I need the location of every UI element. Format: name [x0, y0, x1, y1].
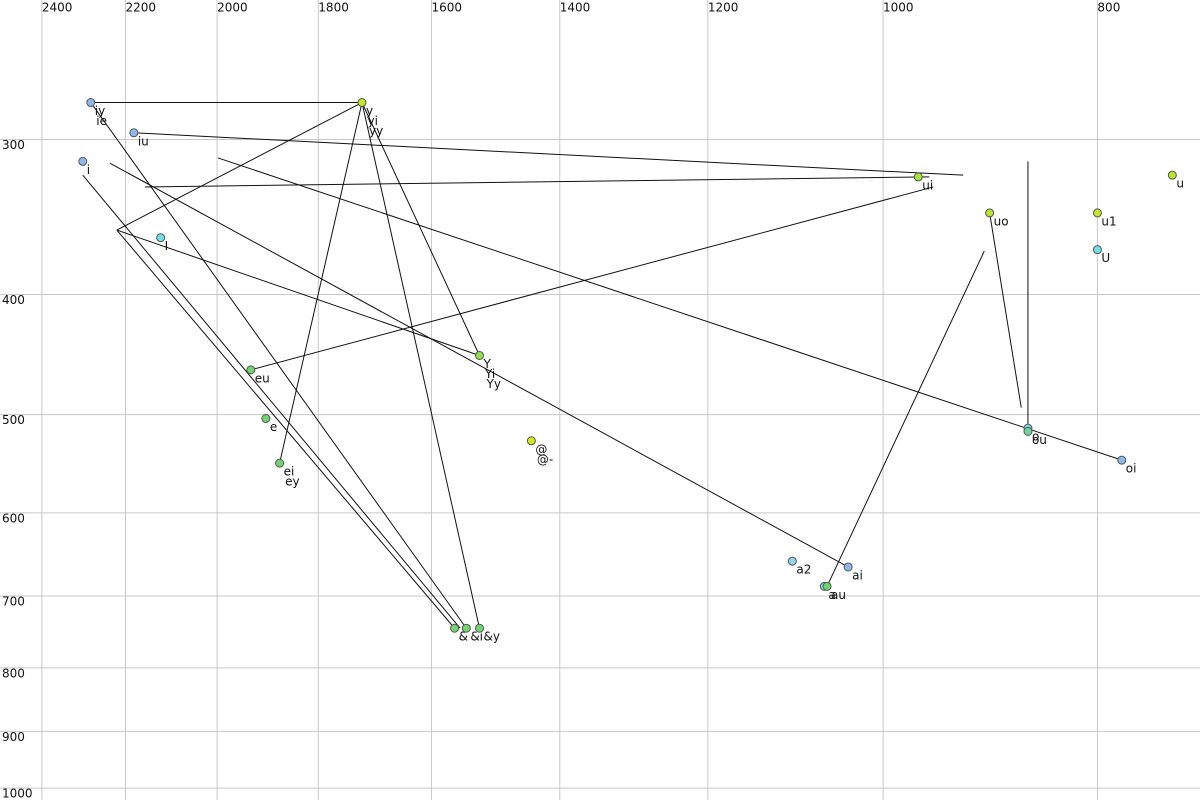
trajectory [144, 176, 930, 188]
vowel-label: uo [994, 214, 1009, 228]
y-tick-label: 600 [2, 511, 25, 525]
vowel-label: Yi [484, 367, 495, 381]
vowel-point [261, 414, 271, 424]
x-tick-label: 1800 [318, 1, 349, 15]
vowel-point [275, 458, 285, 468]
vowel-point [156, 233, 166, 243]
x-tick-label: 2200 [126, 1, 157, 15]
trajectory [361, 102, 480, 356]
vowel-label: u1 [1101, 214, 1116, 228]
y-tick-label: 900 [2, 730, 25, 744]
trajectory [250, 186, 934, 371]
trajectory [116, 102, 363, 231]
trajectory [989, 212, 1022, 408]
vowel-label: e [270, 420, 277, 434]
vowel-point [787, 556, 797, 566]
trajectory [361, 102, 480, 629]
vowel-label: eu [255, 371, 270, 385]
vowel-label: U [1101, 251, 1110, 265]
vowel-point [1023, 426, 1033, 436]
x-tick-label: 1400 [560, 1, 591, 15]
vowel-label: yi [367, 114, 377, 128]
vowel-label: @ [535, 442, 547, 456]
x-tick-label: 2000 [217, 1, 248, 15]
vowel-point [822, 581, 832, 591]
vowel-label: & [459, 630, 468, 644]
vowel-point [450, 623, 460, 633]
y-tick-label: 800 [2, 666, 25, 680]
vowel-label: o [1032, 430, 1039, 444]
y-tick-label: 700 [2, 594, 25, 608]
trajectory [116, 229, 455, 629]
x-tick-label: 1200 [708, 1, 739, 15]
vowel-point [474, 350, 484, 360]
y-tick-label: 500 [2, 413, 25, 427]
vowel-label: ei [284, 465, 295, 479]
y-tick-label: 400 [2, 293, 25, 307]
vowel-label: au [831, 588, 846, 602]
vowel-label: ie [96, 114, 107, 128]
vowel-label: iu [138, 134, 149, 148]
vowel-point [1092, 245, 1102, 255]
x-tick-label: 1600 [431, 1, 462, 15]
vowel-label: ai [852, 568, 863, 582]
vowel-point [526, 436, 536, 446]
vowel-label: I [165, 239, 169, 253]
vowel-label: ou [1032, 433, 1047, 447]
vowel-point [1092, 208, 1102, 218]
vowel-label: y [366, 104, 373, 118]
vowel-label: i [87, 163, 90, 177]
y-tick-label: 300 [2, 138, 25, 152]
vowel-label: yy [369, 124, 383, 138]
vowel-label: ui [922, 178, 933, 192]
vowel-point [985, 208, 995, 218]
vowel-point [78, 156, 88, 166]
trajectory [116, 229, 480, 356]
vowel-point [461, 623, 471, 633]
vowel-point [843, 562, 853, 572]
trajectory [109, 162, 849, 568]
x-tick-label: 2400 [42, 1, 73, 15]
vowel-label: u [1176, 177, 1184, 191]
vowel-point [1167, 170, 1177, 180]
vowel-label: a2 [796, 563, 811, 577]
vowel-label: Y [482, 357, 491, 371]
vowel-label: a [828, 588, 835, 602]
trajectory [826, 250, 985, 587]
vowel-point [913, 172, 923, 182]
y-tick-label: 1000 [2, 787, 33, 800]
trajectory [133, 132, 964, 176]
vowel-point [86, 98, 96, 108]
x-tick-label: 1000 [883, 1, 914, 15]
vowel-label: @- [537, 452, 553, 466]
trajectory [279, 102, 363, 464]
vowel-point [246, 365, 256, 375]
vowel-point [1117, 455, 1127, 465]
vowel-label: Yy [485, 377, 500, 391]
trajectory [90, 102, 467, 629]
vowel-label: &y [483, 630, 499, 644]
vowel-point [357, 98, 367, 108]
vowel-point [474, 623, 484, 633]
vowel-label: iy [95, 104, 105, 118]
vowel-label: &i [470, 630, 483, 644]
x-tick-label: 800 [1097, 1, 1120, 15]
vowel-label: oi [1126, 462, 1137, 476]
trajectory [217, 157, 1122, 461]
vowel-label: ey [285, 475, 299, 489]
trajectory [82, 174, 461, 629]
vowel-point [129, 128, 139, 138]
